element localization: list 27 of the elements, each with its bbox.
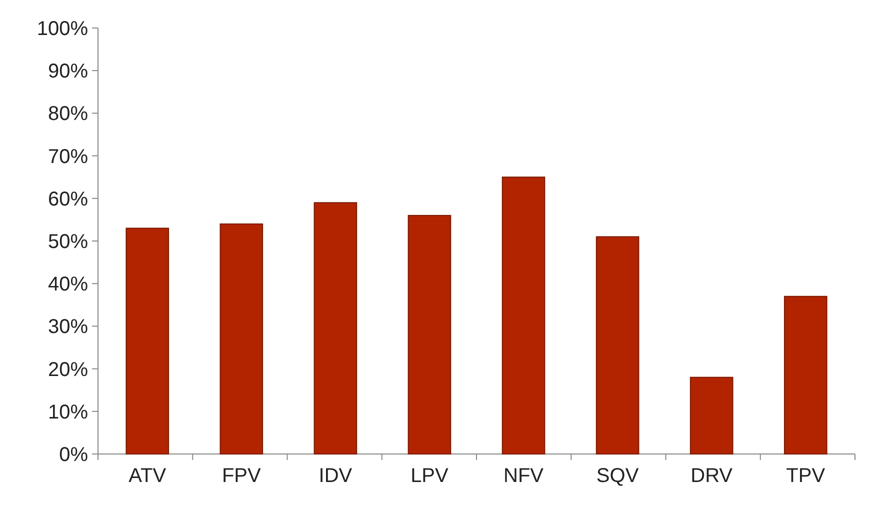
bar [220, 223, 264, 454]
x-tick-label: IDV [318, 465, 353, 487]
y-tick-label: 20% [48, 358, 88, 381]
y-tick-label: 50% [48, 231, 88, 253]
bar [502, 176, 546, 454]
y-tick-label: 60% [48, 188, 88, 210]
bar [690, 376, 734, 454]
x-tick-label: SQV [596, 465, 640, 487]
y-tick-label: 0% [59, 444, 88, 466]
x-tick-label: NFV [504, 465, 544, 487]
x-tick-label: ATV [128, 465, 167, 487]
x-tick-label: TPV [786, 465, 826, 487]
bar [408, 214, 452, 454]
bar [126, 228, 170, 454]
x-tick-label: DRV [690, 465, 734, 487]
bar [314, 202, 358, 454]
y-tick-label: 80% [48, 103, 88, 126]
y-tick-label: 70% [48, 146, 88, 168]
y-tick-label: 100% [36, 18, 88, 40]
x-tick-label: FPV [222, 465, 262, 487]
y-tick-label: 40% [48, 274, 88, 296]
y-tick-label: 30% [48, 316, 88, 338]
bar [596, 236, 640, 454]
y-tick-label: 90% [48, 60, 88, 83]
y-tick-label: 10% [48, 401, 88, 424]
bar [784, 296, 828, 454]
x-tick-label: LPV [410, 465, 450, 487]
